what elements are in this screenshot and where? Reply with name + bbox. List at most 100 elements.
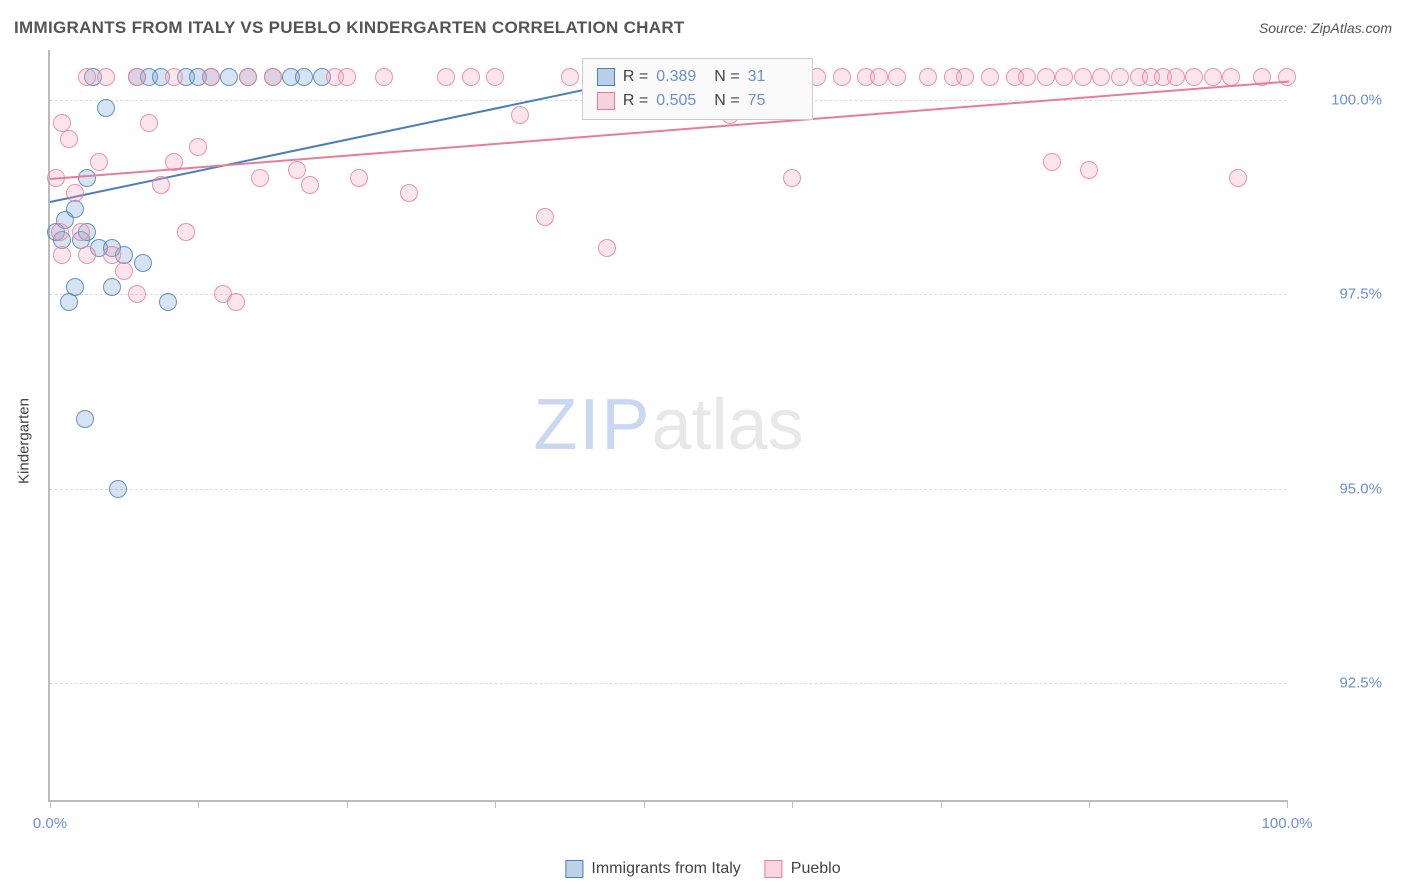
watermark-zip: ZIP xyxy=(533,385,651,465)
scatter-point xyxy=(486,68,504,86)
scatter-point xyxy=(78,246,96,264)
x-tick xyxy=(495,800,496,808)
scatter-point xyxy=(103,246,121,264)
scatter-point xyxy=(1185,68,1203,86)
x-tick xyxy=(792,800,793,808)
gridline xyxy=(50,489,1287,490)
y-tick-label: 92.5% xyxy=(1339,675,1382,692)
scatter-point xyxy=(833,68,851,86)
legend-swatch xyxy=(597,92,615,110)
legend-n-label: N = xyxy=(714,65,739,89)
y-axis-label: Kindergarten xyxy=(16,398,33,484)
plot-container: Kindergarten ZIPatlas 92.5%95.0%97.5%100… xyxy=(14,50,1392,832)
scatter-point xyxy=(870,68,888,86)
scatter-point xyxy=(202,68,220,86)
scatter-point xyxy=(109,480,127,498)
scatter-point xyxy=(51,223,69,241)
correlation-legend: R =0.389N =31R =0.505N =75 xyxy=(582,58,813,120)
scatter-point xyxy=(375,68,393,86)
x-tick xyxy=(1089,800,1090,808)
scatter-point xyxy=(511,106,529,124)
scatter-point xyxy=(919,68,937,86)
scatter-point xyxy=(128,68,146,86)
scatter-point xyxy=(66,200,84,218)
scatter-point xyxy=(78,169,96,187)
legend-swatch xyxy=(565,860,583,878)
scatter-point xyxy=(338,68,356,86)
watermark-atlas: atlas xyxy=(651,385,803,465)
scatter-point xyxy=(1055,68,1073,86)
scatter-point xyxy=(400,184,418,202)
x-tick xyxy=(1287,800,1288,808)
scatter-point xyxy=(60,293,78,311)
watermark: ZIPatlas xyxy=(533,384,803,466)
scatter-point xyxy=(350,169,368,187)
x-tick xyxy=(644,800,645,808)
y-tick-label: 100.0% xyxy=(1331,91,1382,108)
scatter-point xyxy=(888,68,906,86)
legend-r-label: R = xyxy=(623,89,648,113)
x-tick-label: 100.0% xyxy=(1262,815,1313,832)
scatter-point xyxy=(301,176,319,194)
scatter-point xyxy=(437,68,455,86)
scatter-point xyxy=(227,293,245,311)
scatter-point xyxy=(115,262,133,280)
scatter-point xyxy=(78,68,96,86)
scatter-point xyxy=(1222,68,1240,86)
scatter-point xyxy=(103,278,121,296)
scatter-point xyxy=(1043,153,1061,171)
scatter-point xyxy=(134,254,152,272)
scatter-point xyxy=(1229,169,1247,187)
scatter-point xyxy=(220,68,238,86)
scatter-point xyxy=(140,114,158,132)
y-tick-label: 95.0% xyxy=(1339,480,1382,497)
scatter-point xyxy=(159,293,177,311)
legend-n-label: N = xyxy=(714,89,739,113)
x-tick xyxy=(50,800,51,808)
plot-area: ZIPatlas 92.5%95.0%97.5%100.0%0.0%100.0%… xyxy=(48,50,1287,802)
legend-row: R =0.505N =75 xyxy=(597,89,798,113)
x-tick xyxy=(347,800,348,808)
scatter-point xyxy=(536,208,554,226)
legend-swatch xyxy=(597,68,615,86)
scatter-point xyxy=(60,130,78,148)
scatter-point xyxy=(1018,68,1036,86)
legend-label: Pueblo xyxy=(791,860,841,878)
legend-swatch xyxy=(765,860,783,878)
x-tick xyxy=(198,800,199,808)
scatter-point xyxy=(264,68,282,86)
scatter-point xyxy=(1204,68,1222,86)
scatter-point xyxy=(1074,68,1092,86)
chart-header: IMMIGRANTS FROM ITALY VS PUEBLO KINDERGA… xyxy=(14,18,1392,38)
scatter-point xyxy=(1092,68,1110,86)
legend-r-label: R = xyxy=(623,65,648,89)
scatter-point xyxy=(66,184,84,202)
scatter-point xyxy=(561,68,579,86)
scatter-point xyxy=(1167,68,1185,86)
legend-item: Pueblo xyxy=(765,860,841,878)
x-tick xyxy=(941,800,942,808)
legend-r-value: 0.389 xyxy=(656,65,706,89)
gridline xyxy=(50,683,1287,684)
scatter-point xyxy=(90,153,108,171)
x-tick-label: 0.0% xyxy=(33,815,67,832)
scatter-point xyxy=(97,68,115,86)
scatter-point xyxy=(295,68,313,86)
scatter-point xyxy=(1037,68,1055,86)
scatter-point xyxy=(251,169,269,187)
scatter-point xyxy=(152,176,170,194)
scatter-point xyxy=(72,223,90,241)
scatter-point xyxy=(165,68,183,86)
legend-row: R =0.389N =31 xyxy=(597,65,798,89)
y-tick-label: 97.5% xyxy=(1339,286,1382,303)
scatter-point xyxy=(981,68,999,86)
scatter-point xyxy=(128,285,146,303)
legend-item: Immigrants from Italy xyxy=(565,860,740,878)
scatter-point xyxy=(1111,68,1129,86)
scatter-point xyxy=(288,161,306,179)
legend-label: Immigrants from Italy xyxy=(591,860,740,878)
scatter-point xyxy=(598,239,616,257)
legend-r-value: 0.505 xyxy=(656,89,706,113)
scatter-point xyxy=(462,68,480,86)
scatter-point xyxy=(177,223,195,241)
